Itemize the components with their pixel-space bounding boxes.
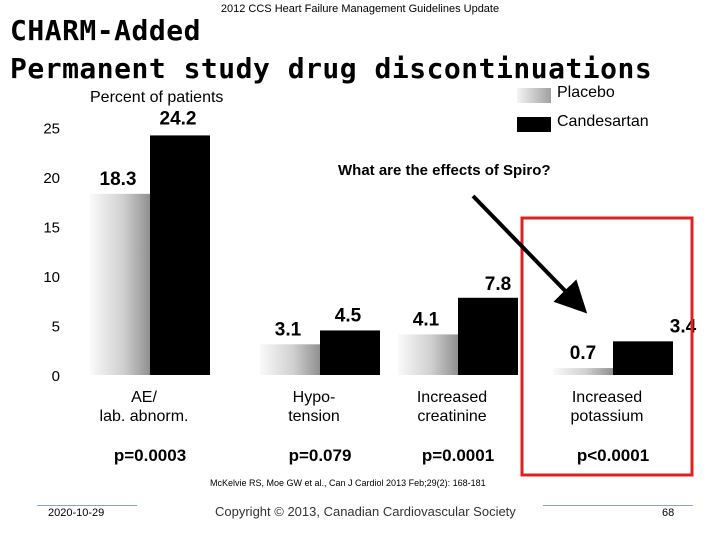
p-value-3: p<0.0001 xyxy=(577,446,649,465)
p-value-1: p=0.079 xyxy=(289,446,352,465)
legend-swatch-placebo xyxy=(517,88,551,103)
footer-date: 2020-10-29 xyxy=(48,507,105,519)
page-title-line2: Permanent study drug discontinuations xyxy=(10,52,653,85)
bar-placebo-3 xyxy=(553,368,613,375)
value-label-placebo-2: 4.1 xyxy=(413,309,440,330)
category-label-line2-1: tension xyxy=(288,408,340,425)
guideline-header: 2012 CCS Heart Failure Management Guidel… xyxy=(220,3,500,15)
legend-label-candesartan: Candesartan xyxy=(557,113,649,130)
category-label-line1-1: Hypo- xyxy=(293,389,336,406)
bar-placebo-1 xyxy=(260,344,320,375)
y-tick-label-20: 20 xyxy=(43,170,60,187)
category-label-line1-3: Increased xyxy=(572,389,642,406)
category-label-line2-2: creatinine xyxy=(417,408,486,425)
category-label-line2-0: lab. abnorm. xyxy=(100,408,189,425)
legend-label-placebo: Placebo xyxy=(557,84,615,101)
value-label-placebo-3: 0.7 xyxy=(570,343,596,364)
bar-candesartan-2 xyxy=(458,297,518,375)
footer-divider-right xyxy=(543,505,693,506)
p-value-2: p=0.0001 xyxy=(422,446,494,465)
y-tick-label-15: 15 xyxy=(43,220,60,237)
question-annotation: What are the effects of Spiro? xyxy=(338,162,551,179)
bar-candesartan-0 xyxy=(150,135,210,375)
page-title-line1: CHARM-Added xyxy=(10,14,201,47)
p-value-0: p=0.0003 xyxy=(114,446,186,465)
annotation-arrow xyxy=(471,194,588,314)
y-tick-label-25: 25 xyxy=(43,121,60,138)
footer-copyright: Copyright © 2013, Canadian Cardiovascula… xyxy=(215,504,516,519)
value-label-candesartan-0: 24.2 xyxy=(160,108,197,129)
legend-swatch-candesartan xyxy=(517,117,551,132)
bar-placebo-2 xyxy=(398,334,458,375)
y-tick-label-10: 10 xyxy=(43,269,60,286)
y-axis-label: Percent of patients xyxy=(90,89,224,106)
footer-divider-left xyxy=(37,505,137,506)
bar-placebo-0 xyxy=(90,193,150,375)
value-label-candesartan-3: 3.4 xyxy=(670,316,697,337)
category-label-line1-2: Increased xyxy=(417,389,487,406)
bar-candesartan-1 xyxy=(320,330,380,375)
y-tick-label-5: 5 xyxy=(52,319,60,336)
footer-page-number: 68 xyxy=(662,507,675,519)
value-label-candesartan-2: 7.8 xyxy=(485,274,511,295)
category-label-line1-0: AE/ xyxy=(131,389,157,406)
value-label-candesartan-1: 4.5 xyxy=(335,305,362,326)
bar-candesartan-3 xyxy=(613,341,673,375)
category-label-line2-3: potassium xyxy=(571,408,644,425)
citation: McKelvie RS, Moe GW et al., Can J Cardio… xyxy=(210,478,486,488)
highlight-box xyxy=(520,216,694,477)
y-tick-label-0: 0 xyxy=(52,368,60,385)
value-label-placebo-1: 3.1 xyxy=(275,319,302,340)
value-label-placebo-0: 18.3 xyxy=(100,169,137,190)
